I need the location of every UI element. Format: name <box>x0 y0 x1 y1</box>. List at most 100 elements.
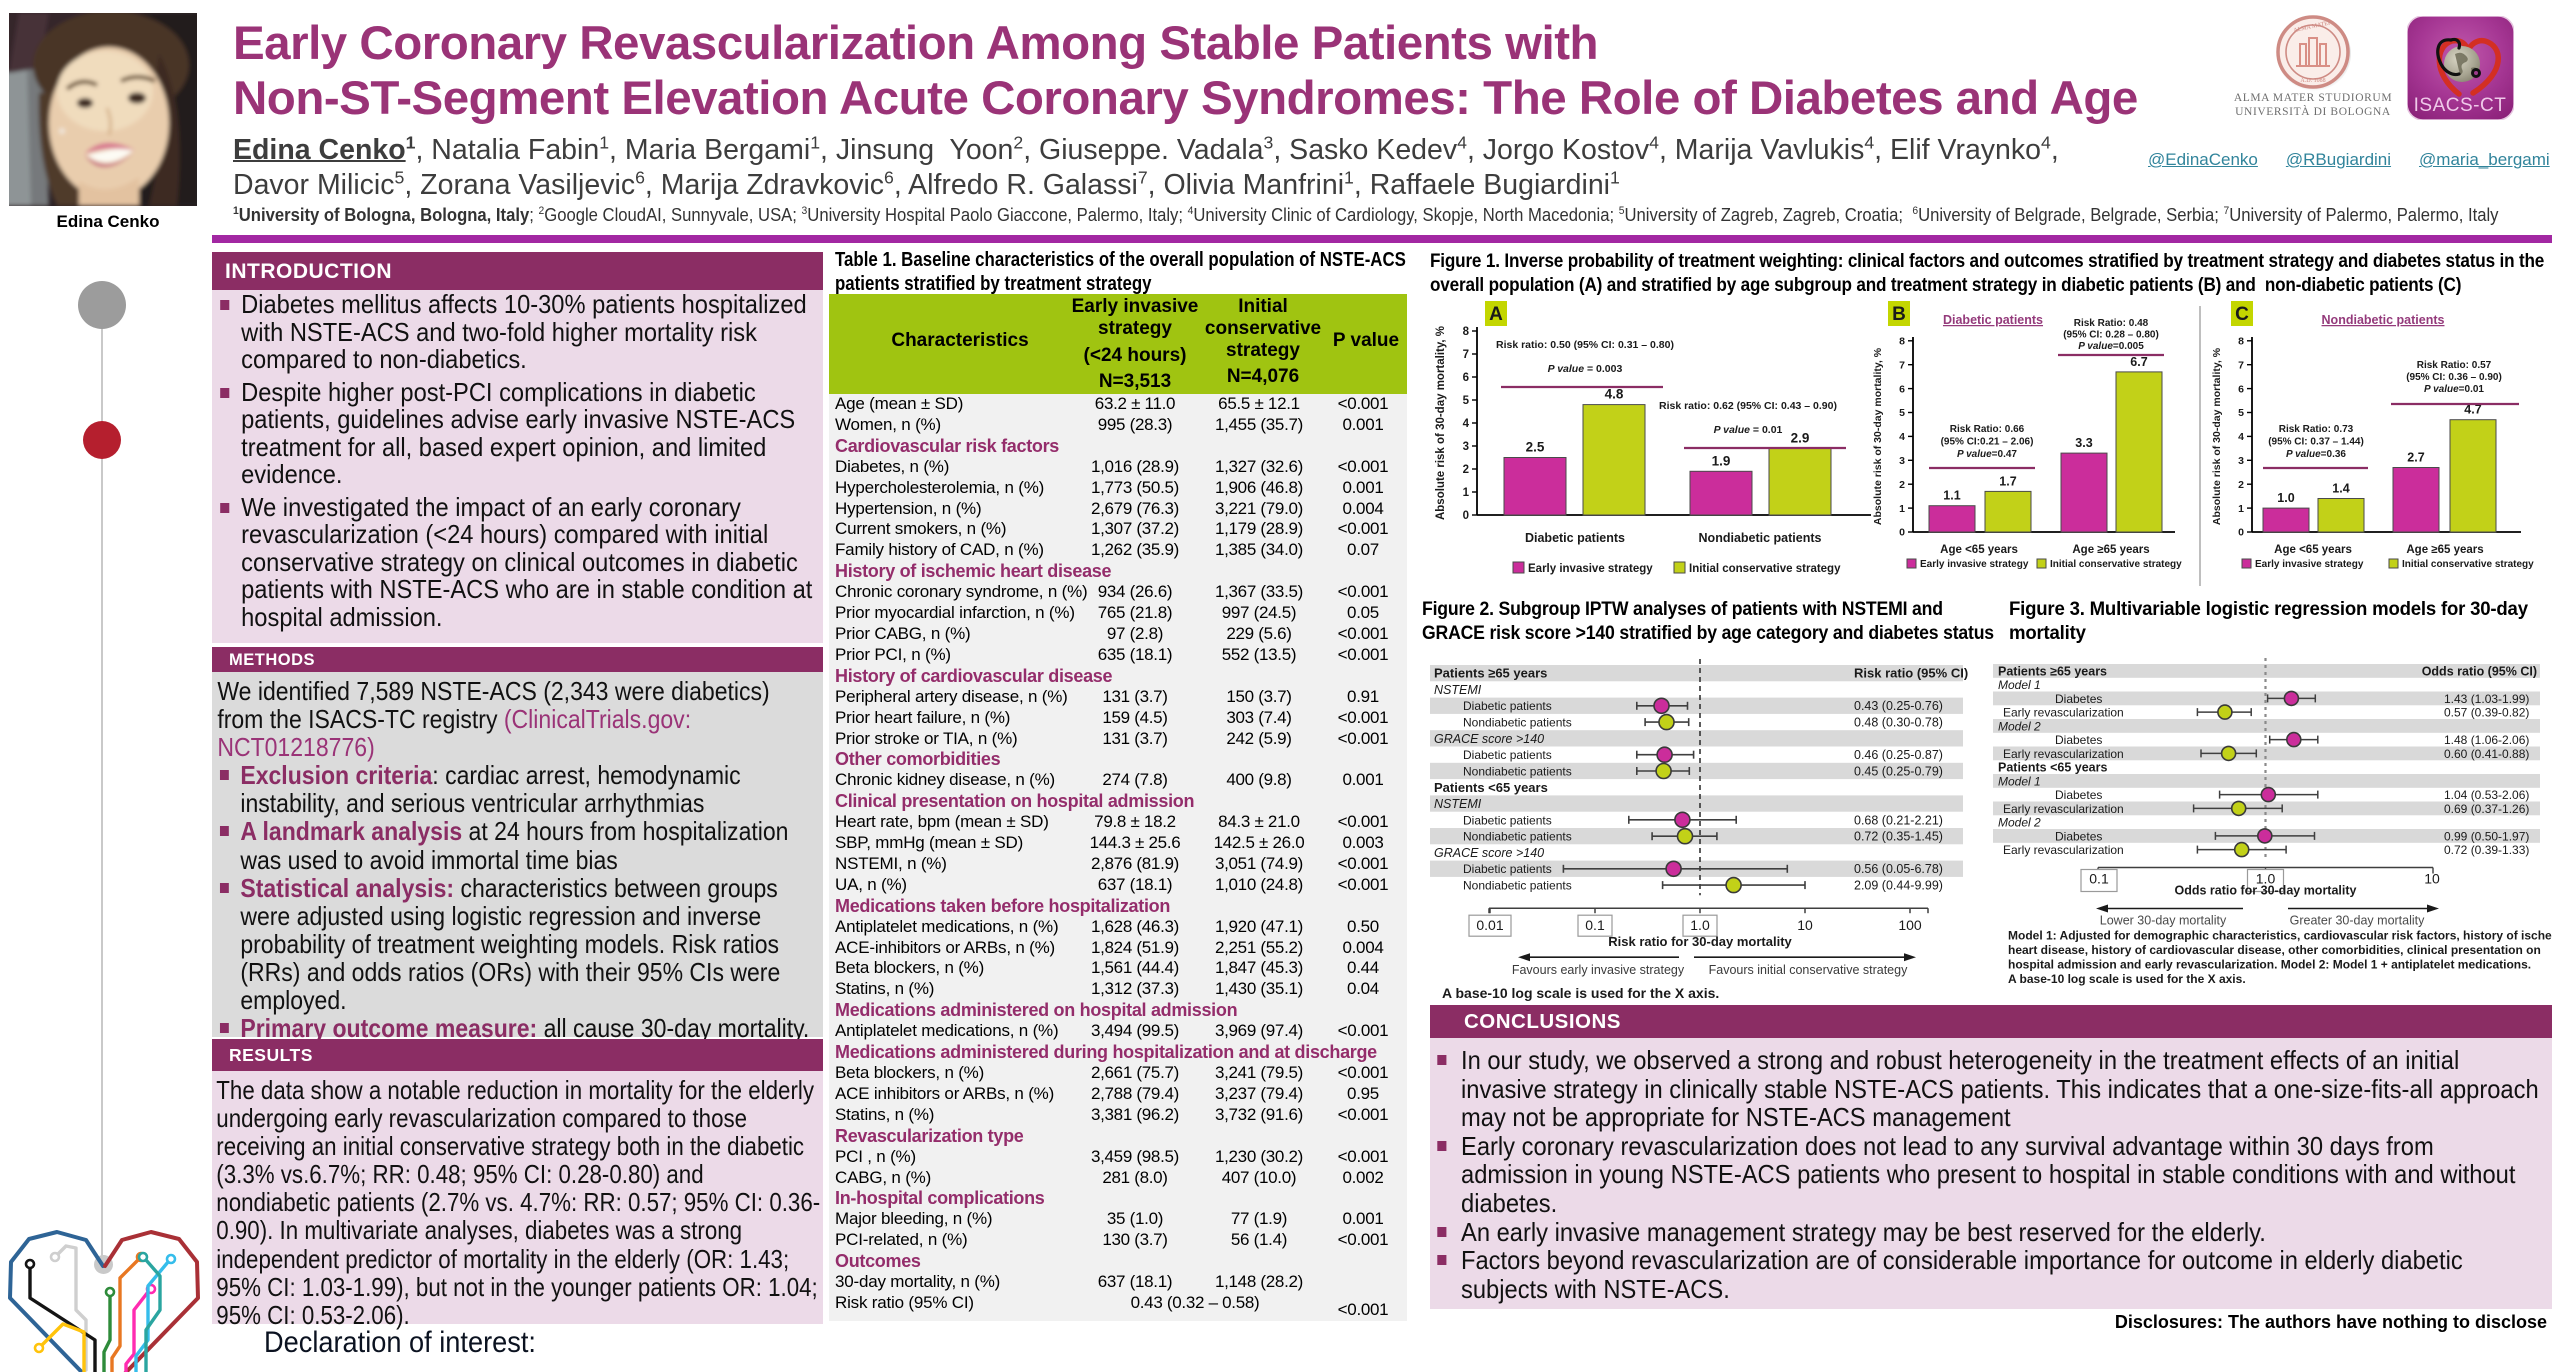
svg-text:Risk Ratio: 0.48: Risk Ratio: 0.48 <box>2074 318 2149 329</box>
svg-text:0.45 (0.25-0.79): 0.45 (0.25-0.79) <box>1854 765 1943 779</box>
svg-text:Risk Ratio: 0.73: Risk Ratio: 0.73 <box>2279 424 2354 435</box>
svg-text:4: 4 <box>1899 431 1905 443</box>
svg-text:P value = 0.01: P value = 0.01 <box>1714 424 1783 436</box>
svg-text:2.7: 2.7 <box>2407 451 2424 465</box>
svg-text:A: A <box>1489 304 1503 325</box>
svg-text:NSTEMI: NSTEMI <box>1434 683 1482 697</box>
svg-text:Diabetic patients: Diabetic patients <box>1463 748 1552 762</box>
svg-text:P value=0.01: P value=0.01 <box>2424 384 2484 395</box>
svg-text:Nondiabetic patients: Nondiabetic patients <box>1699 531 1822 545</box>
svg-text:Diabetes: Diabetes <box>2055 692 2102 706</box>
svg-text:Favours initial conservative s: Favours initial conservative strategy <box>1709 963 1908 977</box>
svg-text:Early invasive strategy: Early invasive strategy <box>1528 563 1653 575</box>
svg-text:4.8: 4.8 <box>1605 387 1624 402</box>
svg-text:1: 1 <box>2238 503 2244 515</box>
svg-text:Age ≥65 years: Age ≥65 years <box>2406 544 2483 556</box>
svg-text:0.68 (0.21-2.21): 0.68 (0.21-2.21) <box>1854 813 1943 827</box>
svg-text:(95% CI:0.21 – 2.06): (95% CI:0.21 – 2.06) <box>1941 437 2034 448</box>
svg-text:Risk ratio for 30-day mortalit: Risk ratio for 30-day mortality <box>1608 934 1792 949</box>
svg-text:1.04 (0.53-2.06): 1.04 (0.53-2.06) <box>2444 788 2529 802</box>
svg-text:Absolute risk of 30-day mortal: Absolute risk of 30-day mortality, % <box>1435 326 1447 520</box>
svg-text:5: 5 <box>1463 395 1470 407</box>
svg-text:Diabetic patients: Diabetic patients <box>1463 862 1552 876</box>
svg-text:3.3: 3.3 <box>2075 436 2092 450</box>
svg-text:6: 6 <box>1899 383 1905 395</box>
svg-text:Absolute risk of 30-day mortal: Absolute risk of 30-day mortality, % <box>2211 347 2223 525</box>
svg-text:2: 2 <box>1899 479 1905 491</box>
svg-text:Early revascularization: Early revascularization <box>2003 706 2124 720</box>
svg-text:3: 3 <box>2238 455 2244 467</box>
svg-text:3: 3 <box>1463 441 1469 453</box>
svg-text:6: 6 <box>1463 372 1469 384</box>
svg-text:0.56 (0.05-6.78): 0.56 (0.05-6.78) <box>1854 862 1943 876</box>
svg-text:0: 0 <box>2238 527 2244 539</box>
svg-text:Risk ratio: 0.62 (95% CI: 0.43: Risk ratio: 0.62 (95% CI: 0.43 – 0.90) <box>1659 400 1837 412</box>
svg-text:Age ≥65 years: Age ≥65 years <box>2072 544 2149 556</box>
svg-text:1.1: 1.1 <box>1943 489 1960 503</box>
svg-text:(95% CI: 0.37 – 1.44): (95% CI: 0.37 – 1.44) <box>2268 437 2364 448</box>
svg-text:Odds ratio (95% CI): Odds ratio (95% CI) <box>2422 664 2537 678</box>
svg-text:Patients <65 years: Patients <65 years <box>1434 780 1548 795</box>
svg-text:Diabetic patients: Diabetic patients <box>1463 699 1552 713</box>
svg-text:0.01: 0.01 <box>1476 917 1503 933</box>
svg-text:1.48 (1.06-2.06): 1.48 (1.06-2.06) <box>2444 733 2529 747</box>
svg-text:Age <65 years: Age <65 years <box>1940 544 2018 556</box>
svg-text:1.4: 1.4 <box>2332 482 2349 496</box>
svg-text:Lower 30-day mortality: Lower 30-day mortality <box>2100 914 2227 928</box>
svg-text:Patients ≥65 years: Patients ≥65 years <box>1434 666 1547 681</box>
svg-text:Risk ratio (95% CI): Risk ratio (95% CI) <box>1854 666 1968 681</box>
svg-text:100: 100 <box>1898 917 1922 933</box>
svg-text:Diabetic patients: Diabetic patients <box>1463 813 1552 827</box>
svg-text:0.46 (0.25-0.87): 0.46 (0.25-0.87) <box>1854 748 1943 762</box>
svg-text:Early revascularization: Early revascularization <box>2003 747 2124 761</box>
svg-text:1: 1 <box>1899 503 1905 515</box>
svg-text:0.1: 0.1 <box>1585 917 1605 933</box>
svg-text:Favours early invasive strateg: Favours early invasive strategy <box>1512 963 1685 977</box>
svg-text:Patients ≥65 years: Patients ≥65 years <box>1998 664 2107 678</box>
svg-text:Early revascularization: Early revascularization <box>2003 802 2124 816</box>
svg-text:NSTEMI: NSTEMI <box>1434 797 1482 811</box>
svg-text:heart disease, history of card: heart disease, history of cardiovascular… <box>2008 943 2541 957</box>
svg-text:Diabetes: Diabetes <box>2055 733 2102 747</box>
svg-text:4: 4 <box>2238 431 2244 443</box>
svg-text:10: 10 <box>1797 917 1813 933</box>
svg-text:6.7: 6.7 <box>2130 355 2147 369</box>
svg-text:0.57 (0.39-0.82): 0.57 (0.39-0.82) <box>2444 706 2529 720</box>
svg-text:P value=0.005: P value=0.005 <box>2078 341 2144 352</box>
svg-text:2.5: 2.5 <box>1526 440 1545 455</box>
svg-text:2: 2 <box>2238 479 2244 491</box>
svg-text:7: 7 <box>2238 359 2244 371</box>
svg-text:1.0: 1.0 <box>2256 871 2276 887</box>
svg-text:Nondiabetic patients: Nondiabetic patients <box>1463 765 1572 779</box>
svg-text:0: 0 <box>1463 510 1469 522</box>
svg-text:GRACE score >140: GRACE score >140 <box>1434 732 1544 746</box>
svg-text:0.99 (0.50-1.97): 0.99 (0.50-1.97) <box>2444 829 2529 843</box>
svg-text:8: 8 <box>1899 336 1905 348</box>
svg-text:Early revascularization: Early revascularization <box>2003 843 2124 857</box>
svg-text:C: C <box>2235 304 2249 325</box>
svg-text:Nondiabetic patients: Nondiabetic patients <box>1463 830 1572 844</box>
svg-text:0: 0 <box>1899 527 1905 539</box>
svg-text:4: 4 <box>1463 418 1470 430</box>
svg-text:hospital admission and early r: hospital admission and early revasculari… <box>2008 958 2531 972</box>
svg-text:5: 5 <box>1899 407 1905 419</box>
svg-text:Odds ratio for 30-day mortalit: Odds ratio for 30-day mortality <box>2175 884 2357 898</box>
svg-text:3: 3 <box>1899 455 1905 467</box>
svg-text:4.7: 4.7 <box>2464 403 2481 417</box>
svg-text:0.72 (0.39-1.33): 0.72 (0.39-1.33) <box>2444 843 2529 857</box>
svg-text:7: 7 <box>1899 359 1905 371</box>
svg-text:Patients <65 years: Patients <65 years <box>1998 761 2107 775</box>
svg-text:2: 2 <box>1463 464 1469 476</box>
svg-text:Diabetes: Diabetes <box>2055 829 2102 843</box>
svg-text:Absolute risk of 30-day mortal: Absolute risk of 30-day mortality, % <box>1872 347 1884 525</box>
svg-text:1.43 (1.03-1.99): 1.43 (1.03-1.99) <box>2444 692 2529 706</box>
svg-text:B: B <box>1892 304 1906 325</box>
svg-text:Initial conservative strategy: Initial conservative strategy <box>2402 559 2534 570</box>
svg-text:Greater 30-day mortality: Greater 30-day mortality <box>2290 914 2426 928</box>
svg-text:Model 1: Adjusted for demograp: Model 1: Adjusted for demographic charac… <box>2008 929 2552 943</box>
svg-text:Nondiabetic patients: Nondiabetic patients <box>2322 313 2445 327</box>
svg-text:8: 8 <box>1463 326 1470 338</box>
svg-text:1: 1 <box>1463 487 1470 499</box>
svg-text:1.7: 1.7 <box>1999 474 2016 488</box>
svg-text:1.9: 1.9 <box>1712 453 1731 468</box>
